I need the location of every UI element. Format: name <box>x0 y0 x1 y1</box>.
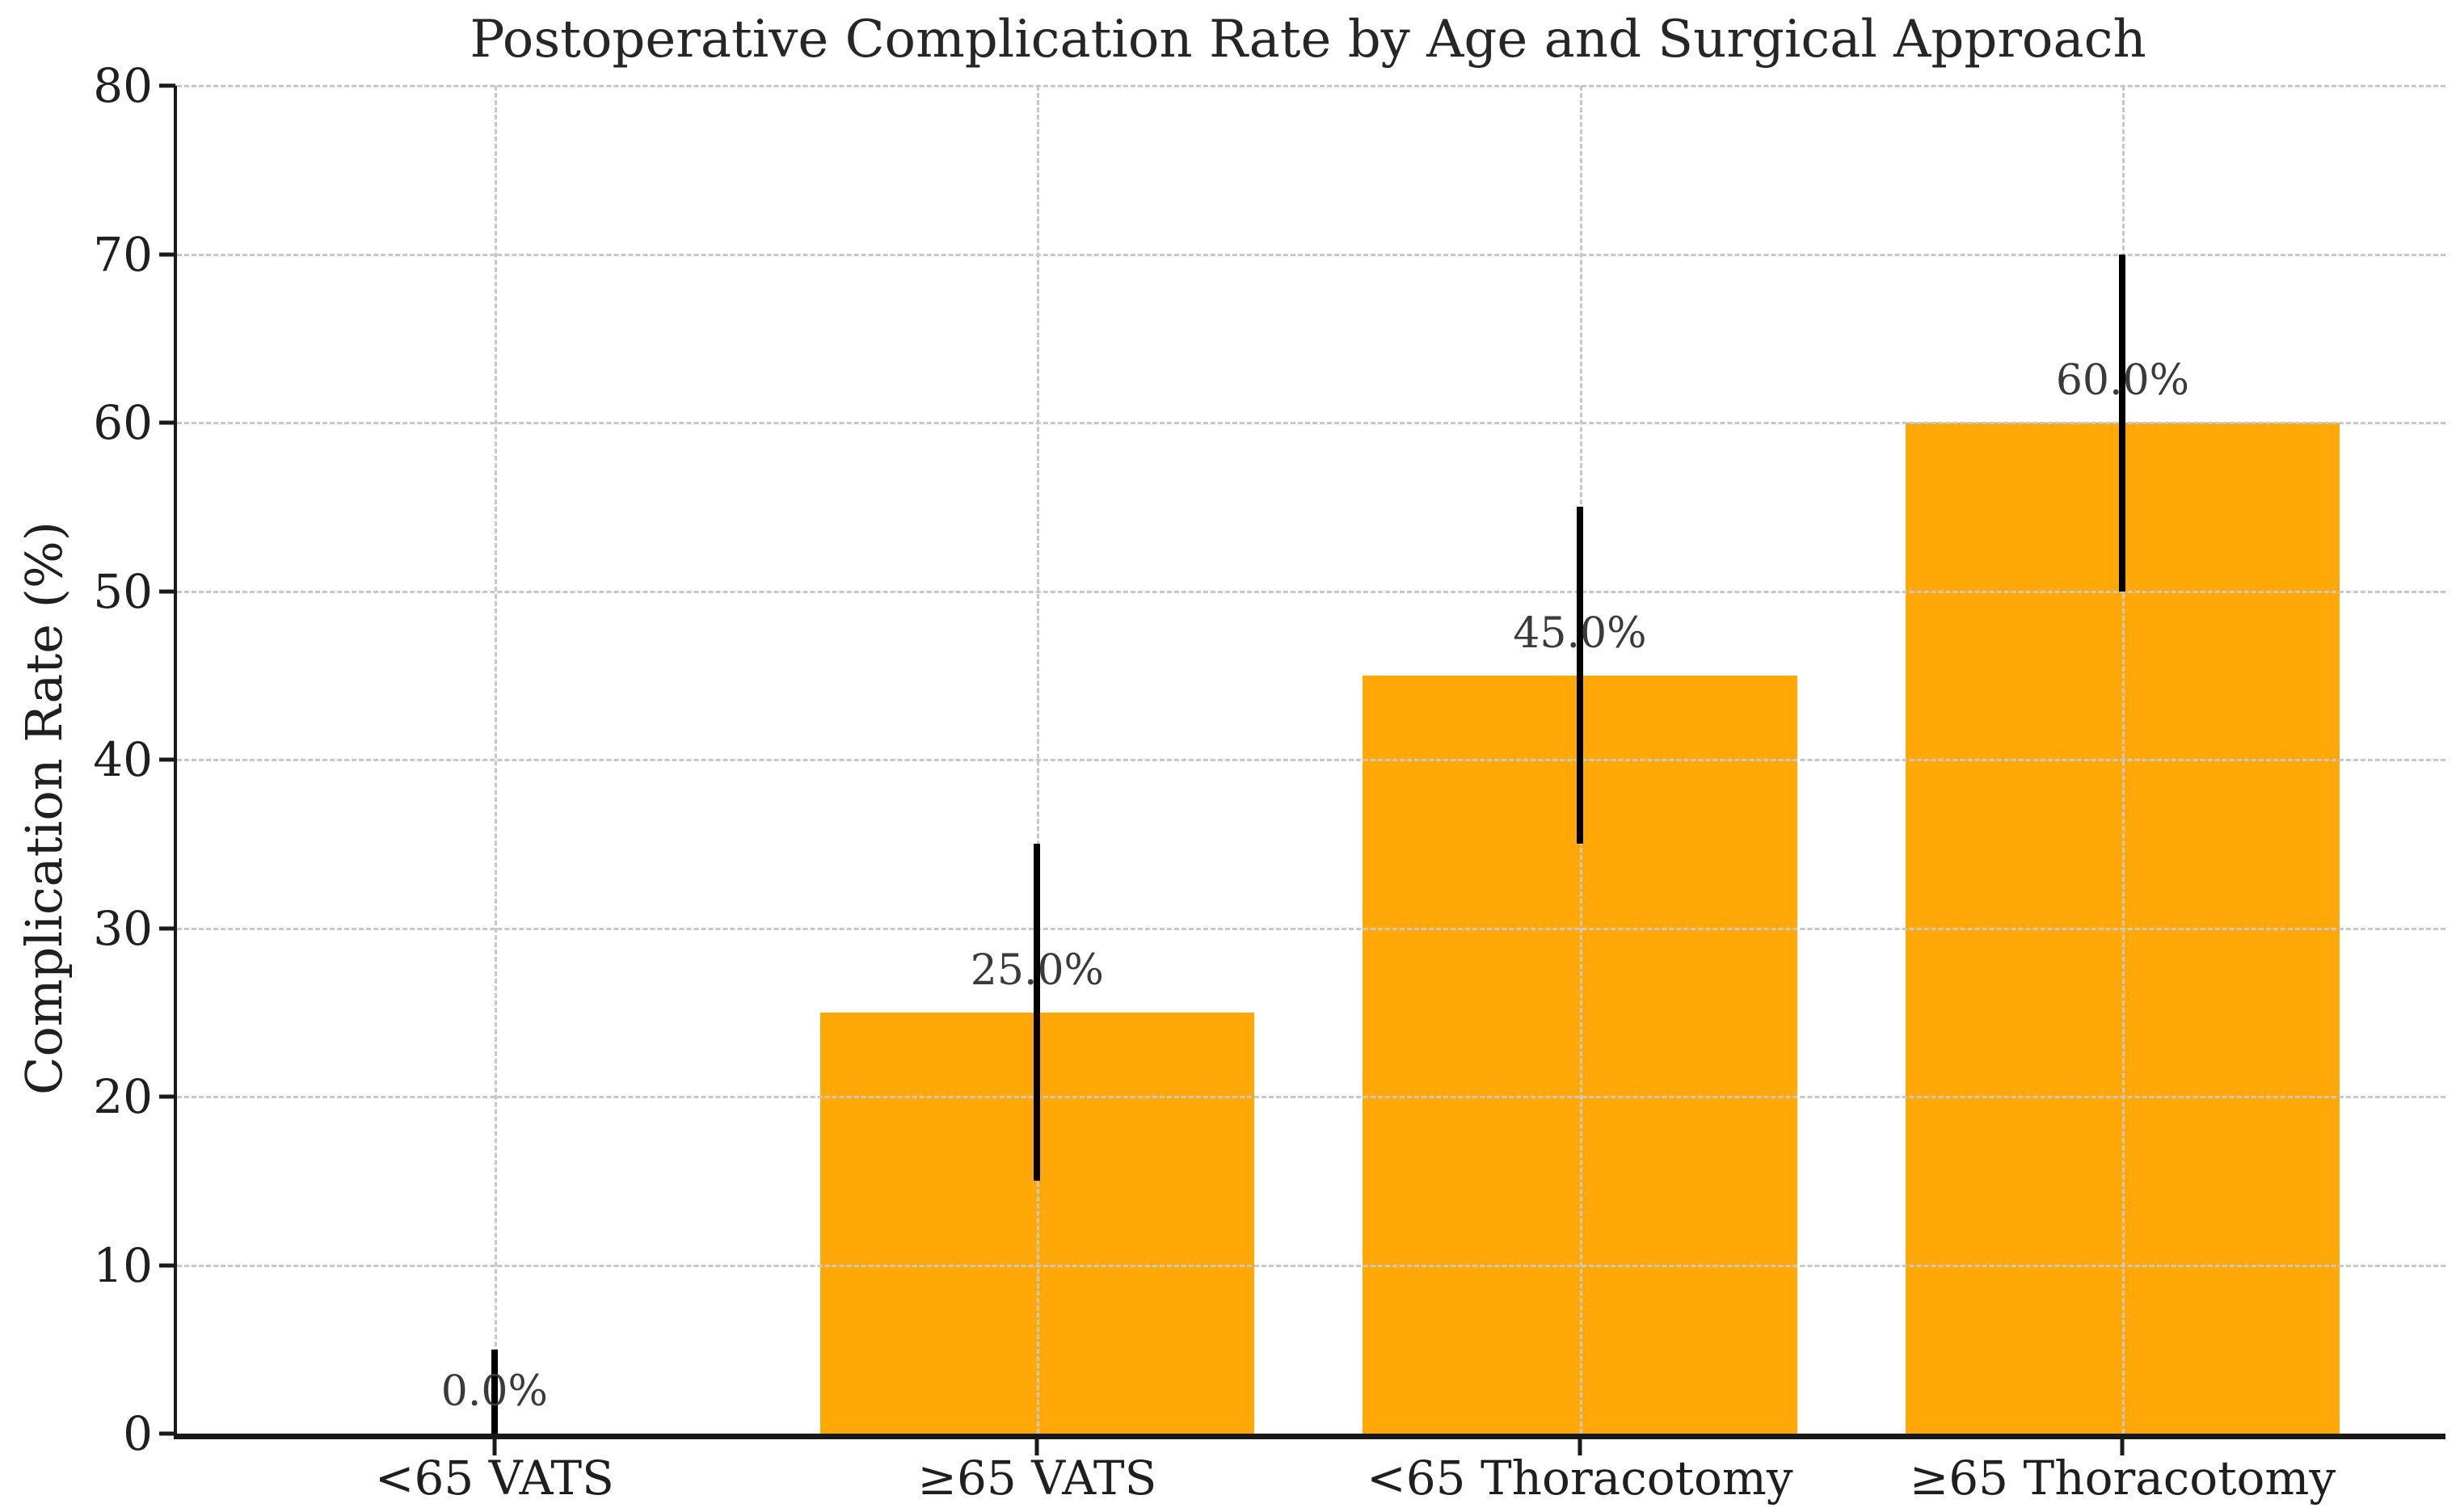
y-tick-label: 70 <box>93 226 153 282</box>
y-tick-label: 30 <box>93 900 153 956</box>
y-tick-label: 40 <box>93 732 153 787</box>
bar-value-label: 60.0% <box>2055 356 2190 405</box>
annotations-layer: 0.0% <65 VATS 25.0% ≥65 VATS 45.0% <65 Thorac… <box>93 62 2445 1505</box>
y-tick-label: 20 <box>93 1069 153 1124</box>
gridline-horizontal <box>177 1264 2445 1267</box>
chart-title: Postoperative Complication Rate by Age a… <box>470 10 2146 69</box>
gridline-horizontal <box>177 590 2445 593</box>
gridline-vertical <box>1037 86 1040 1434</box>
bar-value-label: 45.0% <box>1513 609 1647 658</box>
error-bar <box>1576 507 1583 844</box>
x-tick-label: <65 VATS <box>374 1451 614 1506</box>
x-tick-label: ≥65 VATS <box>917 1451 1157 1506</box>
y-tick-mark <box>159 926 175 930</box>
error-bar <box>2119 254 2126 592</box>
y-tick-mark <box>159 1094 175 1099</box>
x-tick-mark <box>492 1439 497 1455</box>
gridline-vertical <box>2122 86 2125 1434</box>
gridline-horizontal <box>177 1096 2445 1098</box>
y-tick-mark <box>159 1431 175 1436</box>
x-tick-mark <box>2120 1439 2125 1455</box>
gridline-horizontal <box>177 85 2445 87</box>
x-tick-mark <box>1578 1439 1582 1455</box>
y-tick-mark <box>159 83 175 88</box>
error-bar <box>491 1349 498 1434</box>
gridline-horizontal <box>177 759 2445 761</box>
bar-value-label: 25.0% <box>970 946 1104 995</box>
error-bar <box>1034 844 1041 1181</box>
bar-value-label: 0.0% <box>440 1367 548 1416</box>
y-tick-label: 10 <box>93 1237 153 1293</box>
x-tick-label: ≥65 Thoracotomy <box>1909 1451 2336 1506</box>
y-tick-mark <box>159 420 175 425</box>
x-tick-mark <box>1034 1439 1039 1455</box>
y-tick-label: 0 <box>123 1406 153 1461</box>
y-tick-mark <box>159 757 175 762</box>
gridline-horizontal <box>177 927 2445 930</box>
gridline-horizontal <box>177 422 2445 424</box>
y-tick-mark <box>159 1263 175 1267</box>
y-tick-label: 60 <box>93 395 153 450</box>
gridline-vertical <box>494 86 497 1434</box>
y-axis-label: Complication Rate (%) <box>15 521 74 1095</box>
plot-area: 0.0% <65 VATS 25.0% ≥65 VATS 45.0% <65 Thorac… <box>93 62 2445 1505</box>
y-tick-mark <box>159 252 175 256</box>
y-tick-label: 80 <box>93 58 153 113</box>
y-tick-mark <box>159 589 175 593</box>
x-tick-label: <65 Thoracotomy <box>1367 1451 1793 1506</box>
y-tick-label: 50 <box>93 563 153 619</box>
gridline-horizontal <box>177 253 2445 256</box>
